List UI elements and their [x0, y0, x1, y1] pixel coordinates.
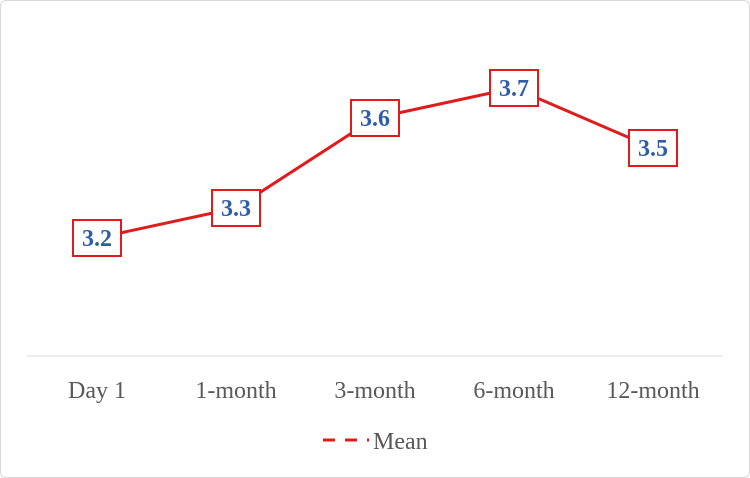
- data-label-box: [350, 99, 400, 137]
- x-tick-label: 6-month: [473, 378, 554, 404]
- x-tick-label: 3-month: [334, 378, 415, 404]
- x-tick-label: Day 1: [68, 378, 126, 404]
- data-point: 3.7: [489, 69, 539, 107]
- data-point: 3.5: [628, 129, 678, 167]
- data-label-box: [211, 189, 261, 227]
- legend: Mean: [323, 429, 428, 455]
- x-tick-label: 1-month: [195, 378, 276, 404]
- data-point: 3.3: [211, 189, 261, 227]
- data-label-box: [72, 219, 122, 257]
- legend-label-mean: Mean: [373, 429, 428, 455]
- data-label: 3.3: [221, 196, 251, 222]
- data-labels-layer: 3.2 3.3 3.6 3.7 3.5: [72, 69, 678, 257]
- data-label-box: [628, 129, 678, 167]
- data-label: 3.2: [82, 226, 112, 252]
- x-tick-label: 12-month: [606, 378, 699, 404]
- data-label: 3.5: [638, 136, 668, 162]
- data-label: 3.6: [360, 106, 390, 132]
- data-label: 3.7: [499, 76, 529, 102]
- x-tick-labels: Day 1 1-month 3-month 6-month 12-month: [68, 378, 700, 404]
- data-label-box: [489, 69, 539, 107]
- data-point: 3.2: [72, 219, 122, 257]
- data-point: 3.6: [350, 99, 400, 137]
